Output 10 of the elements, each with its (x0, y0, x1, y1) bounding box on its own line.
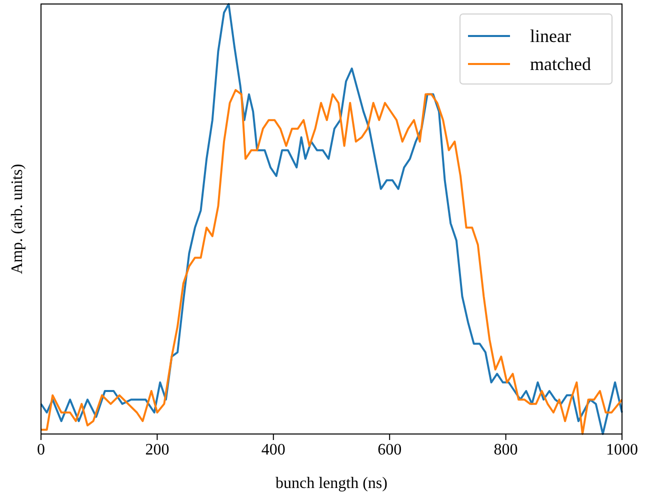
x-axis-title: bunch length (ns) (276, 475, 388, 492)
x-tick-label: 200 (145, 441, 170, 458)
x-tick-label: 400 (261, 441, 286, 458)
y-axis-title: Amp. (arb. units) (9, 164, 26, 274)
x-tick-label: 1000 (606, 441, 638, 458)
legend-label: matched (530, 54, 591, 74)
legend-label: linear (530, 26, 571, 46)
x-tick-label: 600 (378, 441, 402, 458)
x-tick-label: 800 (494, 441, 518, 458)
x-tick-label: 0 (37, 441, 45, 458)
